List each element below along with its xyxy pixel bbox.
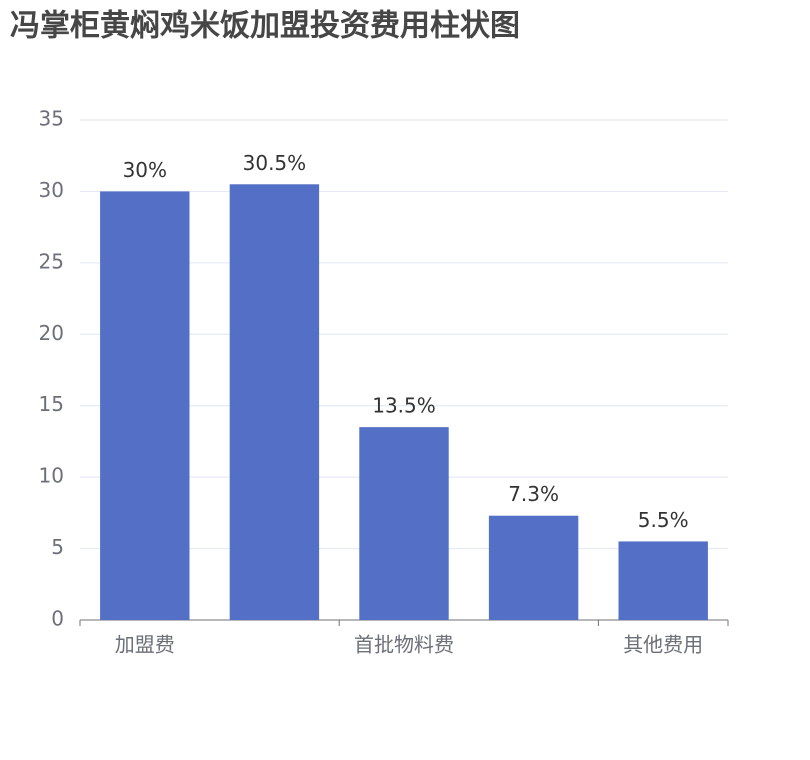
value-label: 30.5% <box>243 151 307 175</box>
x-tick-label: 首批物料费 <box>354 633 454 657</box>
bar <box>229 184 320 621</box>
x-tick-label: 加盟费 <box>115 633 175 657</box>
y-tick-label: 15 <box>39 392 64 416</box>
y-tick-label: 0 <box>51 607 64 631</box>
value-label: 5.5% <box>638 508 689 532</box>
bar <box>100 191 190 620</box>
value-label: 13.5% <box>372 394 436 418</box>
y-tick-label: 35 <box>39 107 64 131</box>
value-label: 7.3% <box>508 482 559 506</box>
x-tick-label: 其他费用 <box>623 633 703 657</box>
y-tick-label: 20 <box>39 321 64 345</box>
value-label: 30% <box>123 158 167 182</box>
y-tick-label: 25 <box>39 249 64 273</box>
chart-title: 冯掌柜黄焖鸡米饭加盟投资费用柱状图 <box>10 9 520 44</box>
y-tick-label: 10 <box>39 464 64 488</box>
bar <box>488 515 579 620</box>
bar <box>618 541 708 620</box>
y-tick-label: 5 <box>51 535 64 559</box>
y-tick-label: 30 <box>39 178 64 202</box>
bar <box>359 427 449 620</box>
